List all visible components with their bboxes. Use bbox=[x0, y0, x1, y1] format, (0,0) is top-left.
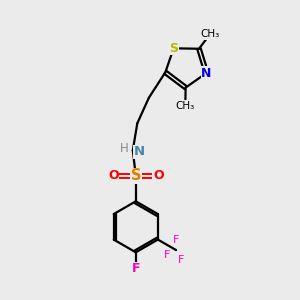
Text: F: F bbox=[177, 255, 184, 265]
Text: CH₃: CH₃ bbox=[176, 100, 195, 111]
Text: F: F bbox=[164, 250, 170, 260]
Text: S: S bbox=[169, 42, 178, 55]
Text: N: N bbox=[134, 145, 145, 158]
Text: CH₃: CH₃ bbox=[200, 29, 220, 39]
Text: O: O bbox=[108, 169, 119, 182]
Text: O: O bbox=[153, 169, 164, 182]
Text: F: F bbox=[173, 236, 179, 245]
Text: F: F bbox=[131, 262, 140, 275]
Text: S: S bbox=[130, 168, 141, 183]
Text: H: H bbox=[120, 142, 129, 155]
Text: N: N bbox=[201, 67, 212, 80]
